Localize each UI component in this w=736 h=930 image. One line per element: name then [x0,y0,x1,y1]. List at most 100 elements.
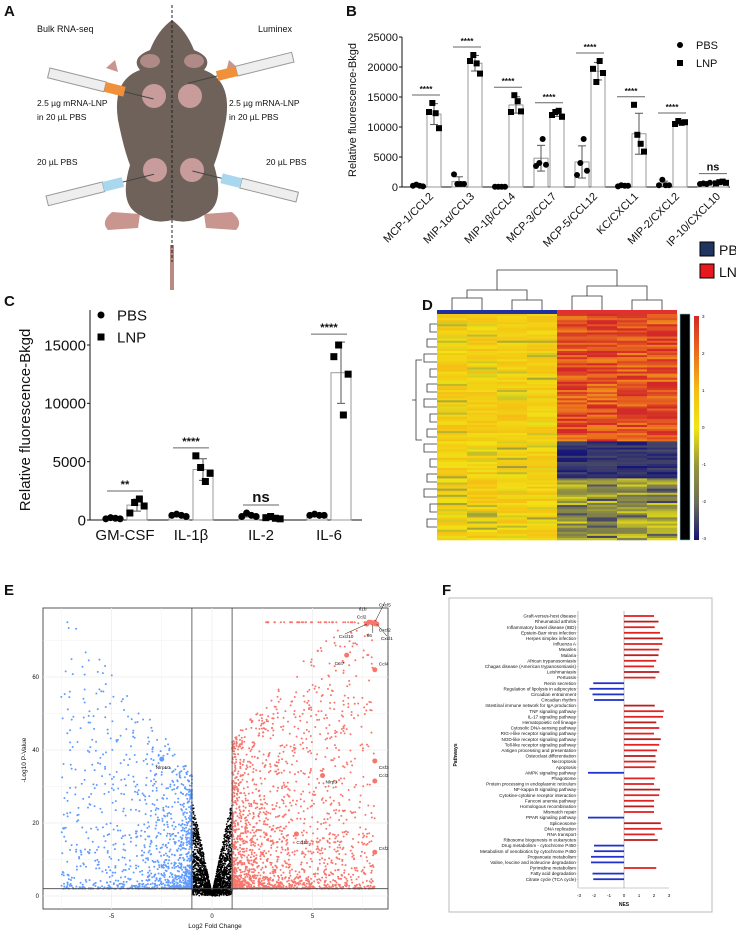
data-point [90,793,93,796]
data-point [229,835,231,837]
heatmap-cell [467,363,498,366]
legend-marker-pbs [97,311,105,319]
heatmap-cell [587,332,618,335]
heatmap-cell [497,357,528,360]
data-point [160,773,163,776]
data-point [123,856,126,859]
data-point [129,865,132,868]
heatmap-cell [497,523,528,526]
heatmap-cell [527,416,558,420]
heatmap-cell [437,375,468,378]
data-point [134,830,137,833]
heatmap-cell [587,390,618,393]
heatmap-cell [587,455,618,459]
heatmap-cell [527,348,558,352]
heatmap-cell [437,346,468,350]
heatmap-cell [647,412,678,415]
data-point [360,725,363,728]
heatmap-cell [497,498,528,502]
heatmap-cell [557,330,588,333]
data-point [223,881,226,883]
heatmap-cell [617,535,648,539]
data-point [194,875,197,877]
data-point [85,865,88,868]
heatmap-cell [467,455,498,459]
heatmap-cell [557,445,588,448]
data-point-lnp [514,98,521,105]
data-point [252,815,255,818]
data-point [216,874,218,876]
data-point [193,885,196,887]
data-point [195,878,197,881]
heatmap-cell [497,490,528,494]
heatmap-cell [647,318,678,321]
data-point [153,874,156,877]
data-point [348,884,351,887]
heatmap-cell [647,365,678,368]
significance-label: ns [707,162,720,174]
data-point [209,893,211,895]
data-point [183,876,186,879]
heatmap-cell [497,505,528,508]
heatmap-cell [467,507,498,510]
data-point [82,716,85,719]
heatmap-cell [527,314,558,317]
data-point [151,802,154,805]
data-point [79,881,82,884]
data-point [194,814,196,817]
heatmap-cell [467,500,498,504]
heatmap-cell [587,466,618,469]
heatmap-cell [617,420,648,424]
data-point [180,770,183,773]
data-point [144,795,147,798]
heatmap-cell [437,523,468,526]
heatmap-cell [527,488,558,491]
data-point [133,754,136,757]
heatmap-cell [467,375,498,378]
heatmap-cell [437,441,468,444]
data-point [228,846,230,848]
heatmap-cell [527,408,558,411]
heatmap-cell [617,492,648,496]
data-point [88,879,91,882]
data-point [136,793,139,796]
data-point [251,791,254,794]
data-point [182,844,185,847]
data-point [201,851,203,853]
heatmap-cell [617,500,648,504]
data-point [183,829,186,832]
heatmap-cell [617,472,648,475]
heatmap-cell [437,420,468,424]
data-point-lnp [637,140,644,147]
heatmap-cell [647,437,678,440]
data-point [104,683,107,686]
data-point [73,877,76,880]
data-point [104,665,107,668]
syringe-lnp-right [187,51,295,84]
data-point [82,862,85,865]
heatmap-cell [467,521,498,524]
heatmap-cell [437,476,468,479]
data-point [61,873,64,876]
heatmap-cell [557,439,588,442]
data-point [76,740,79,743]
data-point [160,886,163,889]
data-point [83,778,86,781]
data-point [229,876,232,878]
data-point [176,869,179,872]
heatmap-cell [467,377,498,381]
data-point [143,830,146,833]
data-point [183,823,186,826]
heatmap-cell [557,350,588,354]
column-group-bar-pbs [467,310,497,314]
data-point [227,886,230,889]
heatmap-cell [647,387,678,391]
heatmap-cell [647,348,678,352]
data-point [223,875,226,877]
heatmap-cell [647,537,678,541]
heatmap-cell [527,328,558,331]
legend-label-lnp: LNP [719,264,736,280]
data-point [186,840,189,843]
data-point [259,770,262,773]
heatmap-cell [587,359,618,362]
